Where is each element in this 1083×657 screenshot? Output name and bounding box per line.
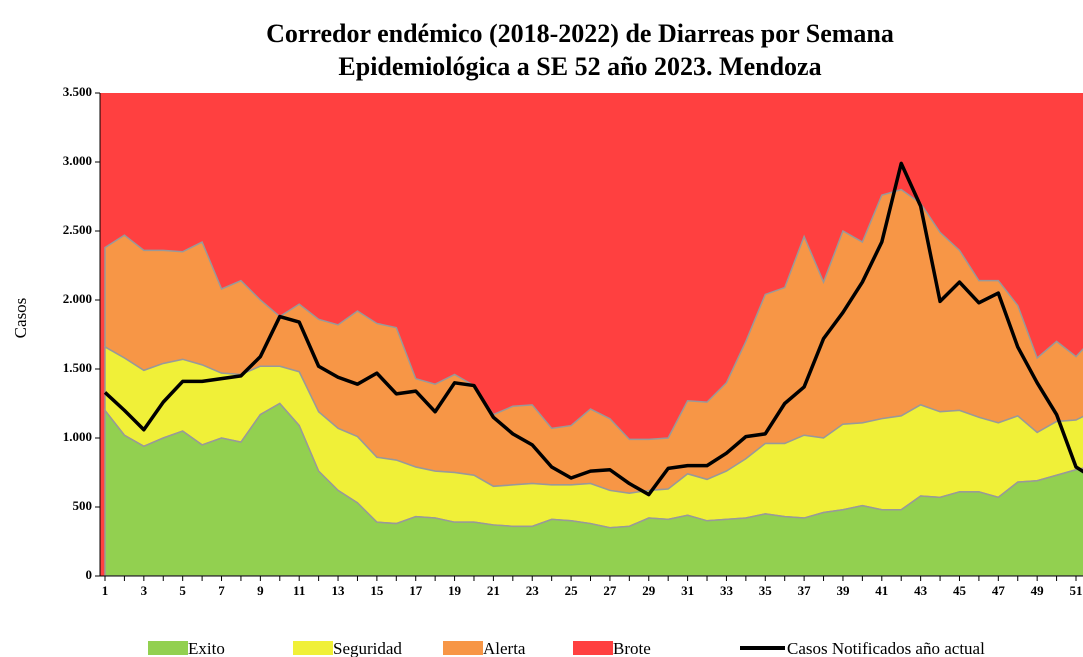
x-tick-label: 15 [370, 583, 384, 598]
legend-label: Casos Notificados año actual [787, 639, 985, 657]
y-tick-label: 2.000 [63, 291, 92, 306]
x-tick-label: 3 [141, 583, 148, 598]
x-tick-label: 51 [1070, 583, 1083, 598]
y-tick-label: 500 [73, 498, 93, 513]
y-tick-label: 3.000 [63, 153, 92, 168]
y-tick-label: 3.500 [63, 84, 92, 99]
x-tick-label: 25 [565, 583, 579, 598]
x-tick-label: 39 [836, 583, 850, 598]
y-tick-label: 0 [86, 567, 93, 582]
chart-title: Corredor endémico (2018-2022) de Diarrea… [266, 19, 894, 48]
legend-label: Seguridad [333, 639, 402, 657]
y-tick-label: 1.000 [63, 429, 92, 444]
x-tick-label: 33 [720, 583, 734, 598]
x-tick-label: 5 [179, 583, 186, 598]
x-tick-label: 29 [642, 583, 656, 598]
x-tick-label: 49 [1031, 583, 1045, 598]
line [103, 161, 1083, 497]
chart-subtitle: Epidemiológica a SE 52 año 2023. Mendoza [338, 52, 821, 81]
x-tick-label: 27 [603, 583, 617, 598]
legend-label: Alerta [483, 639, 526, 657]
legend-swatch [293, 641, 333, 655]
legend-swatch [443, 641, 483, 655]
y-tick-label: 1.500 [63, 360, 92, 375]
x-tick-label: 23 [526, 583, 540, 598]
x-tick-label: 41 [875, 583, 888, 598]
y-axis-label: Casos [11, 298, 30, 339]
legend-swatch [148, 641, 188, 655]
legend-swatch [573, 641, 613, 655]
x-tick-label: 31 [681, 583, 694, 598]
x-tick-label: 13 [332, 583, 346, 598]
x-tick-label: 37 [798, 583, 812, 598]
x-tick-label: 11 [293, 583, 305, 598]
y-tick-label: 2.500 [63, 222, 92, 237]
plot-area [100, 93, 1083, 576]
x-tick-label: 19 [448, 583, 462, 598]
x-tick-label: 47 [992, 583, 1006, 598]
x-tick-label: 17 [409, 583, 423, 598]
x-tick-label: 35 [759, 583, 773, 598]
legend-label: Exito [188, 639, 225, 657]
x-tick-label: 43 [914, 583, 928, 598]
x-tick-label: 7 [218, 583, 225, 598]
x-tick-label: 21 [487, 583, 500, 598]
x-tick-label: 45 [953, 583, 967, 598]
area [104, 402, 1083, 576]
legend-label: Brote [613, 639, 651, 657]
x-tick-label: 9 [257, 583, 264, 598]
x-tick-label: 1 [102, 583, 109, 598]
